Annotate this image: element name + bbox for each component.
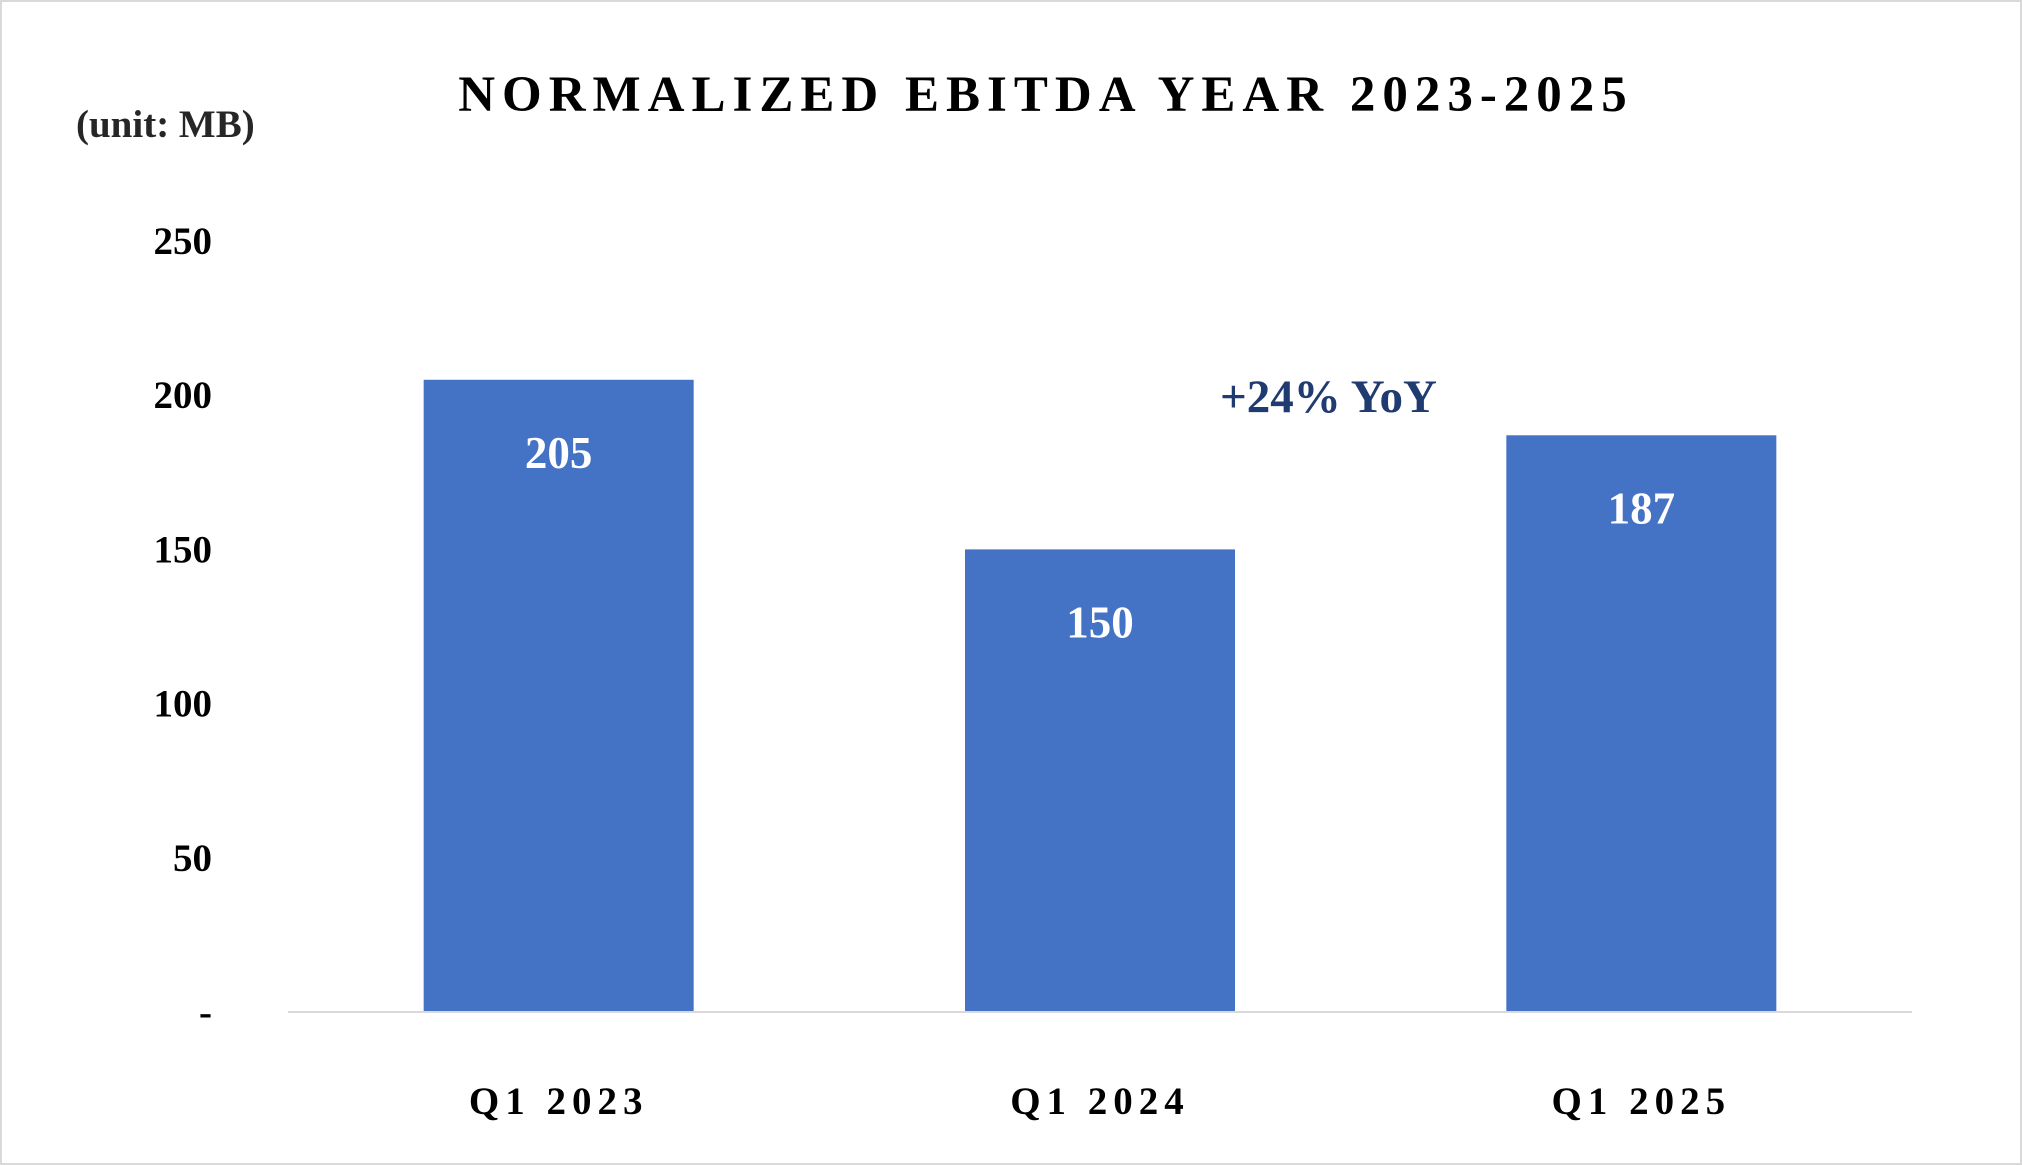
bar-q1-2025 [1506,435,1777,1012]
unit-label: (unit: MB) [76,103,255,146]
x-category-label: Q1 2025 [1552,1080,1732,1123]
chart-title: NORMALIZED EBITDA YEAR 2023-2025 [458,67,1634,123]
x-category-label: Q1 2024 [1010,1080,1190,1123]
y-axis-ticks: - 50 100 150 200 250 [154,220,213,1034]
y-tick-label: 50 [173,837,212,880]
bar-q1-2024 [965,549,1235,1012]
data-labels: 205 150 187 [525,428,1675,648]
data-label: 187 [1608,483,1676,533]
y-tick-label: 150 [154,528,213,571]
bar-group [423,379,1777,1012]
x-category-label: Q1 2023 [469,1080,649,1123]
y-tick-label: 100 [154,683,213,726]
data-label: 150 [1066,597,1134,647]
y-tick-label: 250 [154,220,213,263]
yoy-annotation: +24% YoY [1220,371,1437,423]
data-label: 205 [525,428,593,478]
y-tick-label: - [199,991,212,1034]
bar-q1-2023 [423,379,694,1012]
x-axis-categories: Q1 2023 Q1 2024 Q1 2025 [469,1080,1732,1123]
y-tick-label: 200 [154,374,213,417]
